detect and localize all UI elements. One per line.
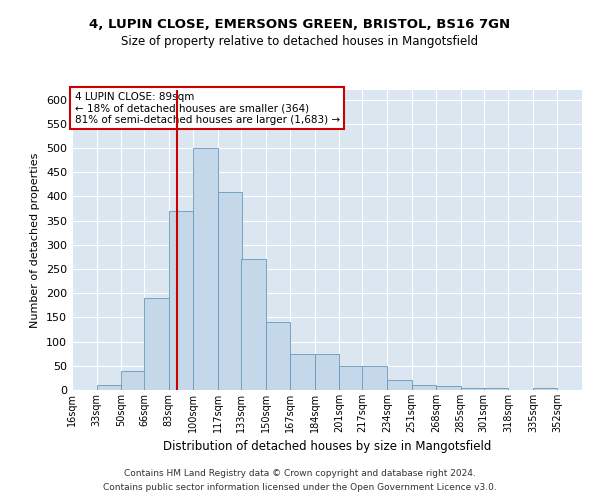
Y-axis label: Number of detached properties: Number of detached properties bbox=[31, 152, 40, 328]
Text: 4, LUPIN CLOSE, EMERSONS GREEN, BRISTOL, BS16 7GN: 4, LUPIN CLOSE, EMERSONS GREEN, BRISTOL,… bbox=[89, 18, 511, 30]
Bar bbox=[461, 388, 485, 390]
Bar bbox=[387, 380, 412, 390]
Bar bbox=[121, 370, 146, 390]
Bar bbox=[241, 260, 266, 390]
Bar bbox=[290, 354, 315, 390]
Text: Contains public sector information licensed under the Open Government Licence v3: Contains public sector information licen… bbox=[103, 484, 497, 492]
Bar bbox=[339, 366, 364, 390]
Bar bbox=[218, 192, 242, 390]
Bar bbox=[484, 388, 508, 390]
Bar bbox=[436, 386, 461, 390]
Bar bbox=[412, 385, 436, 390]
Bar bbox=[169, 211, 193, 390]
Text: Size of property relative to detached houses in Mangotsfield: Size of property relative to detached ho… bbox=[121, 35, 479, 48]
Bar bbox=[266, 322, 290, 390]
Bar bbox=[144, 298, 169, 390]
Bar bbox=[193, 148, 218, 390]
Bar bbox=[315, 354, 339, 390]
Bar bbox=[97, 385, 121, 390]
X-axis label: Distribution of detached houses by size in Mangotsfield: Distribution of detached houses by size … bbox=[163, 440, 491, 454]
Bar bbox=[533, 388, 557, 390]
Text: 4 LUPIN CLOSE: 89sqm
← 18% of detached houses are smaller (364)
81% of semi-deta: 4 LUPIN CLOSE: 89sqm ← 18% of detached h… bbox=[74, 92, 340, 124]
Bar bbox=[362, 366, 387, 390]
Text: Contains HM Land Registry data © Crown copyright and database right 2024.: Contains HM Land Registry data © Crown c… bbox=[124, 468, 476, 477]
